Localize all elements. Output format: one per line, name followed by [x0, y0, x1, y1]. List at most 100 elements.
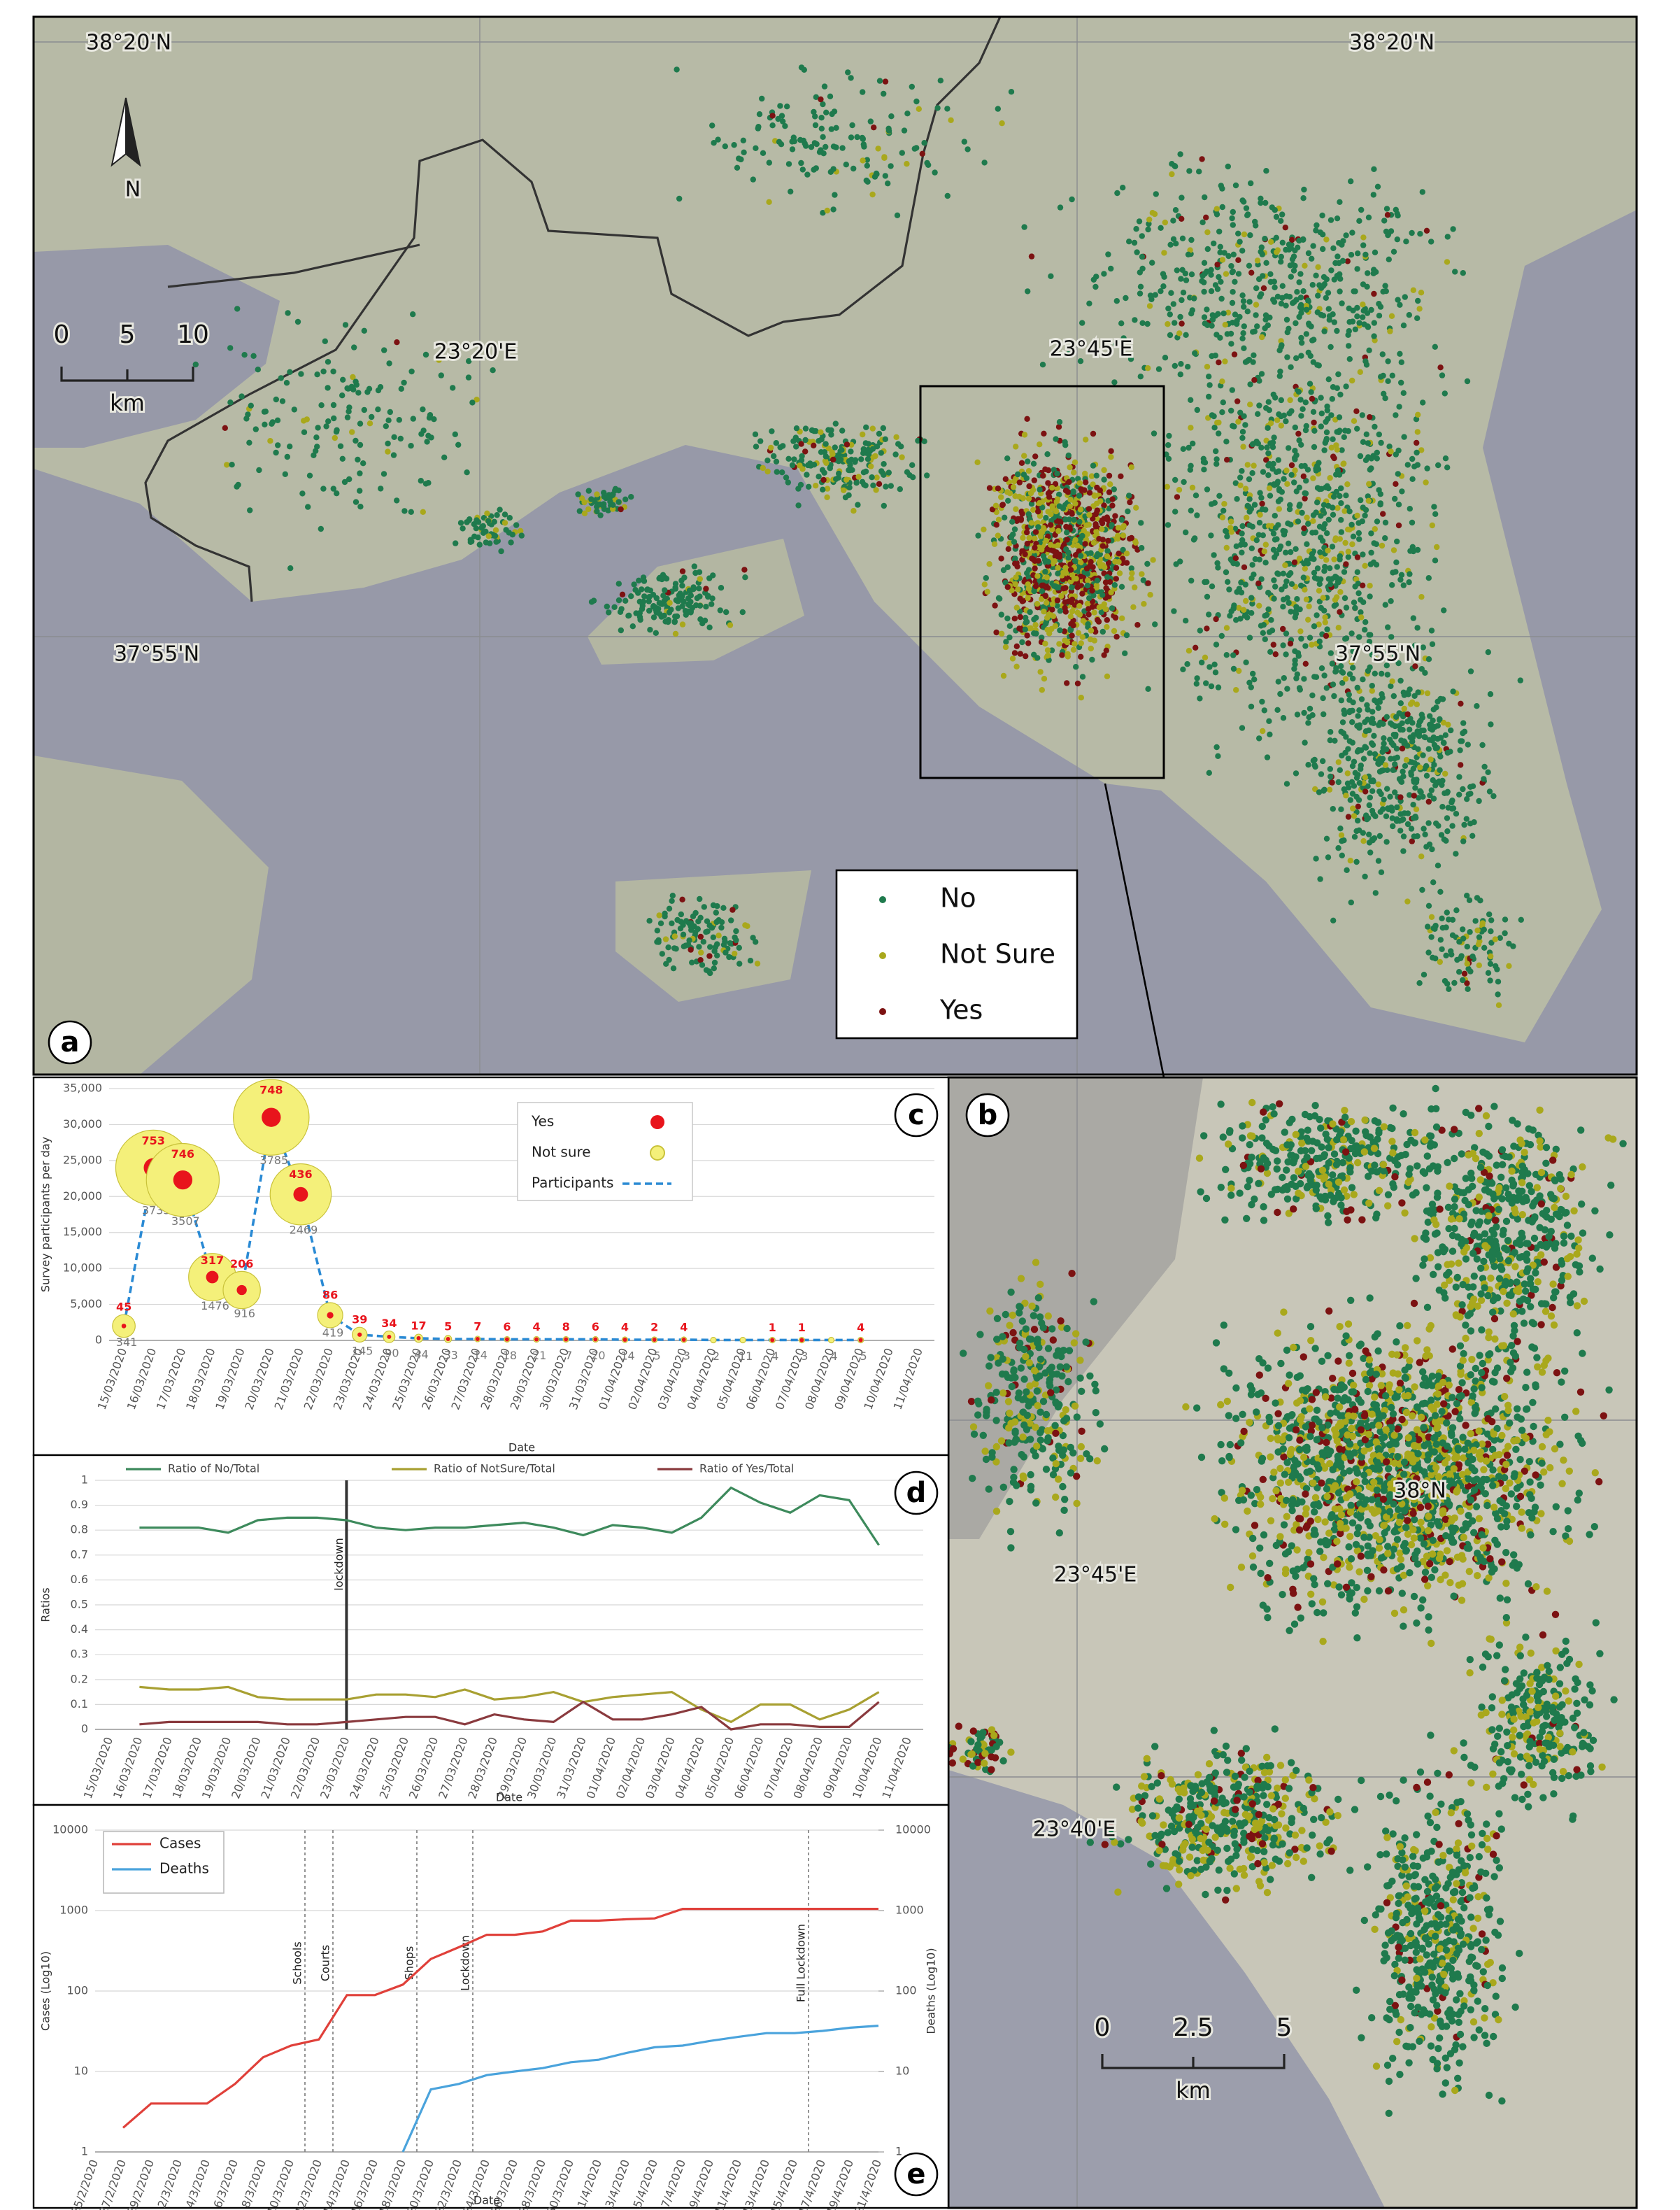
map-point [1079, 674, 1086, 680]
map-point [1291, 479, 1297, 486]
map-point [672, 630, 679, 637]
map-point [1303, 306, 1310, 313]
map-point [1310, 475, 1316, 481]
map-point [1307, 1560, 1315, 1568]
map-point [1323, 835, 1330, 842]
map-point [1264, 754, 1271, 760]
map-point [1287, 397, 1293, 404]
map-point [1185, 251, 1192, 257]
map-point [1442, 455, 1449, 462]
map-point [615, 499, 622, 505]
map-point [1241, 199, 1247, 205]
map-point [1465, 986, 1471, 993]
map-point [1318, 513, 1324, 519]
map-point [1199, 659, 1205, 666]
map-point [1024, 570, 1030, 576]
map-point [424, 439, 430, 445]
map-point [1343, 604, 1350, 611]
map-point [1230, 652, 1237, 658]
map-point [1229, 387, 1236, 393]
map-point [1208, 288, 1215, 295]
map-point [1440, 719, 1447, 726]
map-point [1448, 1345, 1456, 1353]
map-point [848, 448, 854, 455]
map-point [1327, 581, 1334, 588]
map-point [1137, 374, 1144, 380]
map-point [1258, 248, 1264, 255]
map-point [1400, 1571, 1408, 1579]
map-point [1165, 321, 1171, 327]
map-point [1438, 832, 1445, 838]
map-point [1377, 304, 1384, 310]
map-point [864, 456, 871, 462]
map-point [380, 471, 387, 477]
map-point [1302, 490, 1308, 497]
map-point [1331, 602, 1338, 609]
map-point [1104, 514, 1111, 520]
map-point [1044, 614, 1051, 621]
map-point [1214, 420, 1220, 426]
map-point [1013, 643, 1020, 649]
map-point [1204, 229, 1211, 236]
map-point [833, 125, 839, 131]
map-point [1351, 288, 1357, 295]
map-point [1298, 353, 1304, 359]
map-point [1334, 327, 1340, 334]
map-point [1345, 756, 1352, 762]
map-point [1241, 304, 1247, 310]
map-point [1479, 742, 1486, 749]
map-point [1246, 509, 1253, 515]
map-point [1398, 379, 1404, 386]
map-point [1078, 486, 1084, 493]
map-point [1365, 707, 1371, 713]
map-point [1419, 189, 1426, 195]
map-point [1011, 616, 1018, 622]
map-point [1271, 577, 1277, 583]
map-point [401, 379, 407, 386]
map-point [1513, 1503, 1521, 1510]
map-point [1364, 702, 1370, 709]
map-point [683, 942, 689, 949]
map-point [1033, 630, 1039, 637]
map-point [1056, 419, 1063, 425]
map-point [1394, 754, 1401, 761]
map-point [1464, 961, 1470, 967]
map-point [1276, 373, 1283, 379]
map-point [1228, 341, 1234, 347]
map-point [701, 904, 707, 910]
map-point [1576, 1388, 1585, 1396]
map-point [518, 527, 524, 534]
map-point [275, 442, 281, 448]
map-point [1507, 1490, 1515, 1498]
map-point [835, 458, 842, 465]
map-point [1345, 548, 1352, 555]
map-point [790, 134, 797, 141]
map-point [1219, 409, 1225, 416]
map-point [1394, 1370, 1402, 1378]
map-point [656, 600, 662, 606]
map-point [871, 125, 877, 131]
map-point [284, 453, 290, 460]
map-point [1355, 747, 1362, 754]
map-point [339, 392, 346, 399]
map-point [1418, 290, 1425, 296]
map-point [764, 468, 771, 475]
map-point [1220, 1365, 1228, 1373]
map-point [741, 149, 747, 155]
map-point [1339, 241, 1345, 248]
map-point [1330, 245, 1337, 251]
map-point [1407, 701, 1414, 707]
map-point [1439, 915, 1445, 922]
map-point [1441, 739, 1447, 746]
map-point [1393, 481, 1399, 487]
map-point [1258, 1454, 1267, 1462]
map-point [1428, 628, 1435, 634]
map-point [1076, 548, 1082, 555]
map-point [1067, 614, 1074, 620]
map-point [1269, 1474, 1277, 1482]
map-point [1250, 329, 1256, 335]
map-point [1471, 819, 1477, 826]
map-point [722, 938, 728, 944]
map-point [1481, 926, 1487, 933]
map-point [1325, 290, 1332, 296]
